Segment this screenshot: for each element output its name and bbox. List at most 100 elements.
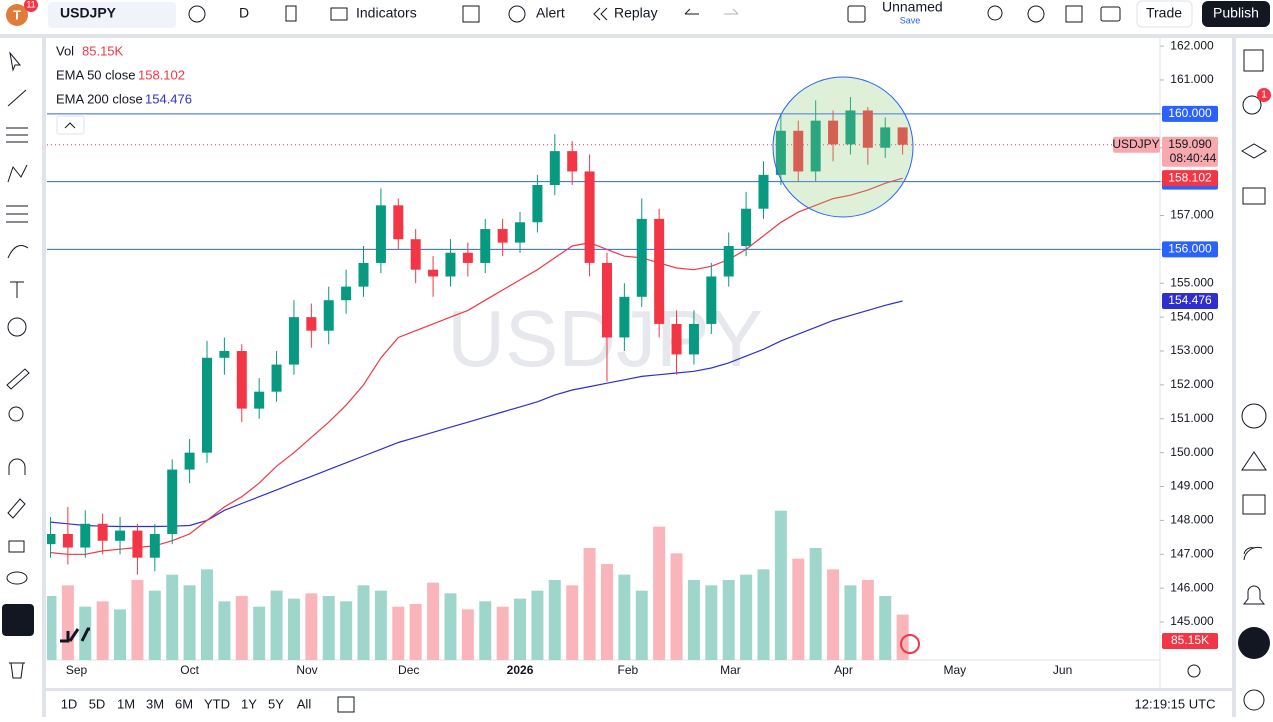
trend-line-tool[interactable]	[7, 89, 27, 107]
volume-bar	[792, 558, 805, 660]
volume-bar	[740, 574, 753, 660]
magnet-tool[interactable]	[8, 458, 26, 475]
layout-name[interactable]: Unnamed	[882, 0, 943, 15]
cursor-tool[interactable]	[9, 51, 22, 72]
range-bar: 1D 5D 1M 3M 6M YTD 1Y 5Y All	[61, 696, 312, 711]
candle-body	[845, 110, 856, 145]
legend-ema200-value: 154.476	[145, 91, 192, 106]
emoji-tool[interactable]	[7, 317, 27, 337]
replay-marker[interactable]	[900, 634, 920, 654]
publish-button[interactable]: Publish	[1213, 5, 1259, 21]
add-symbol-icon[interactable]	[188, 5, 206, 23]
help-icon[interactable]	[1243, 689, 1265, 711]
ruler-tool[interactable]	[6, 368, 30, 390]
y-tick-label: 162.000	[1170, 38, 1214, 52]
range-button[interactable]: 1Y	[241, 696, 257, 711]
interval[interactable]: D	[239, 5, 249, 21]
search-icon[interactable]	[987, 5, 1003, 21]
publish-button-bg[interactable]	[1202, 1, 1270, 27]
volume-label: 85.15K	[1171, 633, 1209, 647]
range-button[interactable]: 1M	[117, 696, 135, 711]
chat-icon[interactable]	[1242, 187, 1266, 205]
x-tick-label: Apr	[834, 663, 853, 677]
trade-button[interactable]: Trade	[1146, 5, 1182, 21]
range-button[interactable]: All	[297, 696, 312, 711]
zoom-tool[interactable]	[8, 406, 24, 422]
candle-body	[167, 469, 178, 534]
range-button[interactable]: 5Y	[268, 696, 284, 711]
volume-bar	[687, 580, 700, 660]
range-button[interactable]: 5D	[89, 696, 106, 711]
range-button[interactable]: YTD	[204, 696, 230, 711]
candle-body	[462, 252, 473, 263]
text-tool[interactable]	[10, 281, 24, 298]
symbol[interactable]: USDJPY	[60, 5, 117, 21]
news-icon[interactable]	[1243, 546, 1263, 561]
notifications-icon[interactable]	[1242, 585, 1266, 605]
watchlist-icon[interactable]	[1243, 49, 1264, 72]
goto-date[interactable]	[337, 696, 355, 713]
replay-button[interactable]: Replay	[614, 5, 658, 21]
chart-type-icon[interactable]	[285, 5, 297, 22]
brush-tool[interactable]	[7, 245, 29, 259]
volume-bar	[392, 606, 405, 660]
volume-bar	[514, 598, 527, 660]
hotlist-icon[interactable]	[1241, 403, 1267, 429]
alert-badge: 1	[1261, 90, 1267, 101]
projection-tool[interactable]	[6, 205, 28, 223]
avatar[interactable]	[6, 4, 28, 26]
candle-body	[393, 205, 404, 240]
range-button[interactable]: 1D	[61, 696, 78, 711]
indicators-button[interactable]: Indicators	[356, 5, 417, 21]
snapshot-icon[interactable]	[1100, 6, 1121, 22]
volume-bar	[148, 590, 161, 660]
pattern-tool[interactable]	[7, 164, 28, 183]
candle-body	[306, 317, 317, 331]
bottom-toolbar	[46, 691, 1232, 717]
candle-body	[288, 317, 299, 365]
candle-body	[654, 218, 665, 324]
volume-bar	[496, 606, 509, 660]
y-tick-label: 157.000	[1170, 208, 1214, 222]
trade-button-bg[interactable]	[1136, 0, 1193, 28]
symbol-tag-bg	[1113, 136, 1160, 153]
hide-tool[interactable]	[6, 571, 28, 585]
templates-icon[interactable]	[462, 5, 480, 23]
symbol-search[interactable]	[48, 2, 176, 28]
collapse-legend[interactable]	[56, 115, 85, 135]
candle-body	[619, 296, 630, 338]
ema50-label: 158.102	[1168, 170, 1212, 184]
stay-drawing-tool[interactable]	[7, 498, 26, 519]
calendar-icon[interactable]	[1242, 494, 1266, 515]
level-label: 160.000	[1168, 106, 1212, 120]
indicators-icon[interactable]	[330, 7, 348, 21]
fib-tool[interactable]	[6, 127, 28, 143]
redo-icon[interactable]	[724, 8, 739, 15]
candle-body	[410, 239, 421, 270]
settings-icon[interactable]	[1027, 5, 1045, 23]
ema200-line	[50, 300, 903, 528]
alert-icon[interactable]	[508, 5, 526, 23]
range-button[interactable]: 3M	[146, 696, 164, 711]
lock-tool[interactable]	[8, 540, 25, 553]
save-label[interactable]: Save	[900, 15, 921, 25]
axis-settings[interactable]	[1187, 664, 1201, 678]
legend-volume-value: 85.15K	[82, 43, 124, 58]
fullscreen-icon[interactable]	[1065, 5, 1083, 23]
remove-tool[interactable]	[9, 662, 25, 679]
candle-body	[219, 351, 230, 358]
layout-icon[interactable]	[847, 5, 866, 23]
candle-body	[358, 262, 369, 287]
layers-icon[interactable]	[1241, 143, 1267, 159]
volume-bar	[600, 564, 613, 660]
apps-icon[interactable]	[1238, 627, 1270, 659]
replay-icon[interactable]	[593, 7, 608, 21]
alert-button[interactable]: Alert	[536, 5, 565, 21]
link-tool[interactable]	[2, 604, 34, 636]
ideas-icon[interactable]	[1241, 451, 1267, 471]
candle-body	[149, 533, 160, 558]
undo-icon[interactable]	[684, 8, 699, 15]
alerts-icon[interactable]	[1242, 95, 1262, 115]
range-button[interactable]: 6M	[175, 696, 193, 711]
countdown: 08:40:44	[1170, 151, 1217, 165]
